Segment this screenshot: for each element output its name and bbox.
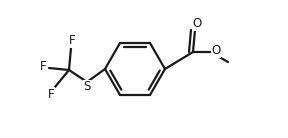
Text: F: F xyxy=(48,87,54,100)
Text: O: O xyxy=(211,44,221,58)
Text: S: S xyxy=(83,80,91,94)
Text: F: F xyxy=(40,60,46,74)
Text: F: F xyxy=(69,34,75,47)
Text: O: O xyxy=(192,18,202,30)
